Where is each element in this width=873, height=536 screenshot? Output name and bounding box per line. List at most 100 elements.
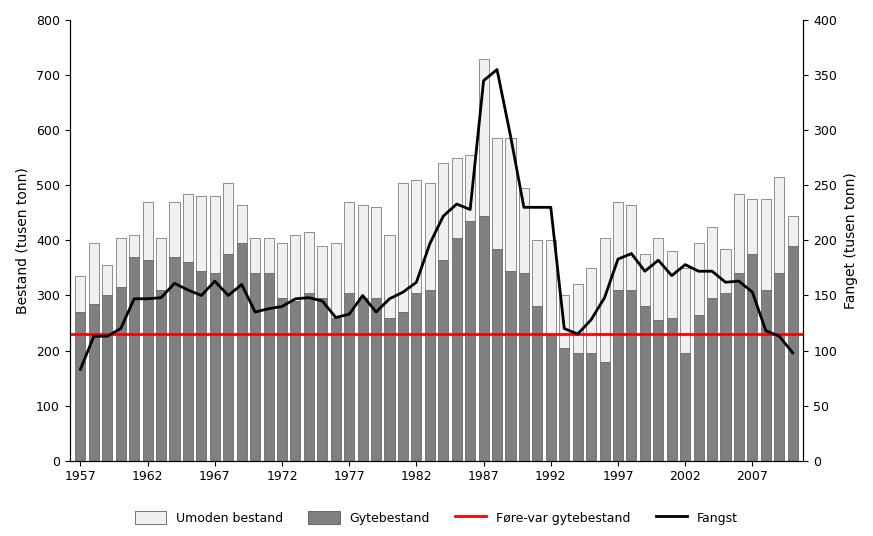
Bar [586,353,596,461]
Bar [317,298,327,461]
Bar [371,207,382,298]
Bar [223,254,233,461]
Bar [465,155,475,221]
Bar [102,295,113,461]
Bar [720,293,731,461]
Bar [371,298,382,461]
Bar [425,290,435,461]
Bar [196,271,206,461]
Bar [398,312,408,461]
Bar [465,221,475,461]
Bar [116,237,126,287]
Bar [451,158,462,237]
Bar [291,235,300,301]
Bar [573,285,582,353]
Fangst [491,66,502,73]
Bar [384,235,395,317]
Fangst [75,366,86,373]
Bar [196,196,206,271]
Bar [116,287,126,461]
Bar [304,293,314,461]
Bar [707,298,717,461]
Bar [613,290,623,461]
Bar [667,317,677,461]
Bar [264,237,273,273]
Bar [304,232,314,293]
Bar [89,243,99,304]
Bar [438,259,449,461]
Bar [533,240,542,307]
Bar [358,205,368,298]
Bar [317,246,327,298]
Bar [560,348,569,461]
Bar [237,205,247,243]
Bar [264,273,273,461]
Bar [210,273,220,461]
Bar [183,193,193,263]
Bar [411,293,422,461]
Bar [774,273,784,461]
Bar [720,249,731,293]
Bar [734,273,744,461]
Fangst [196,292,207,299]
Bar [210,196,220,273]
Bar [519,188,529,273]
Bar [774,177,784,273]
Bar [627,205,636,290]
Fangst [465,206,476,213]
Bar [707,227,717,298]
Fangst [344,311,354,317]
Y-axis label: Fanget (tusen tonn): Fanget (tusen tonn) [844,172,858,309]
Bar [169,257,180,461]
Bar [492,249,502,461]
Bar [411,180,422,293]
Bar [438,163,449,259]
Bar [344,202,354,293]
Bar [129,257,139,461]
Bar [291,301,300,461]
Bar [560,295,569,348]
Bar [142,259,153,461]
Bar [667,251,677,317]
Bar [586,268,596,353]
Bar [640,254,650,307]
Bar [75,276,86,312]
Bar [183,263,193,461]
Bar [519,273,529,461]
Bar [102,265,113,295]
Bar [747,254,758,461]
Bar [250,237,260,273]
Bar [250,273,260,461]
Bar [425,183,435,290]
Bar [653,321,663,461]
Bar [331,317,340,461]
Bar [600,362,609,461]
Fangst [505,132,516,139]
Bar [223,183,233,254]
Line: Fangst: Fangst [80,70,793,369]
Bar [129,235,139,257]
Bar [277,298,287,461]
Bar [734,193,744,273]
Bar [693,243,704,315]
Bar [627,290,636,461]
Bar [747,199,758,254]
Bar [505,271,516,461]
Bar [451,237,462,461]
Bar [331,243,340,317]
Bar [492,138,502,249]
Bar [384,317,395,461]
Bar [680,353,691,461]
Bar [277,243,287,298]
Y-axis label: Bestand (tusen tonn): Bestand (tusen tonn) [15,167,29,314]
Bar [573,353,582,461]
Bar [640,307,650,461]
Bar [344,293,354,461]
Bar [142,202,153,259]
Fangst [573,331,583,337]
Bar [358,298,368,461]
Bar [653,237,663,321]
Bar [760,290,771,461]
Bar [613,202,623,290]
Bar [75,312,86,461]
